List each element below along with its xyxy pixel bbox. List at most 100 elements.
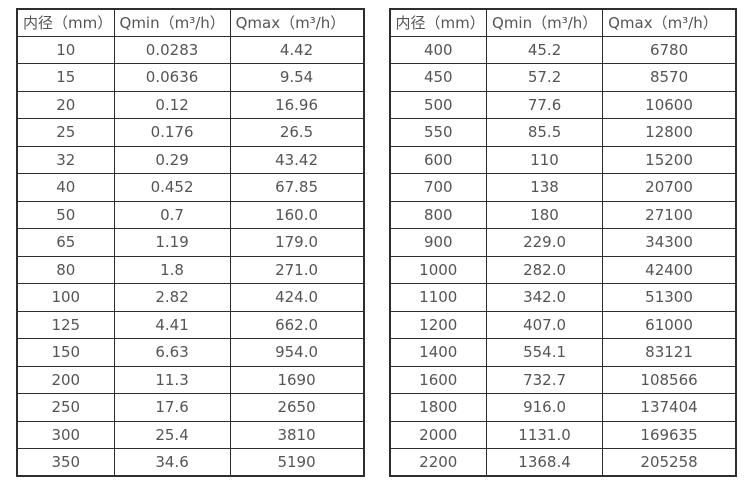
table-cell: 8570: [602, 63, 737, 92]
table-cell: 179.0: [229, 228, 365, 257]
table-cell: 1200: [388, 310, 488, 339]
table-row: 2000 1131.0 169635: [388, 420, 737, 449]
table-cell: 554.1: [486, 338, 604, 367]
table-row: 500 77.6 10600: [388, 90, 737, 119]
table-cell: 15: [16, 63, 115, 92]
table-cell: 800: [388, 200, 488, 229]
table-cell: 16.96: [229, 90, 365, 119]
table-row: 1800 916.0 137404: [388, 393, 737, 422]
table-cell: 80: [16, 255, 115, 284]
table-cell: 5190: [229, 448, 365, 477]
table-cell: 1800: [388, 393, 488, 422]
table-cell: 100: [16, 283, 115, 312]
table-cell: 229.0: [486, 228, 604, 257]
table-cell: 10: [16, 35, 115, 64]
table-cell: 67.85: [229, 173, 365, 202]
table-row: 1000 282.0 42400: [388, 255, 737, 284]
table-cell: 34300: [602, 228, 737, 257]
table-cell: 1600: [388, 365, 488, 394]
column-header: 内径（mm）: [388, 8, 488, 37]
table-cell: 662.0: [229, 310, 365, 339]
table-cell: 42400: [602, 255, 737, 284]
table-row: 80 1.8 271.0: [16, 255, 365, 284]
table-cell: 50: [16, 200, 115, 229]
table-row: 150 6.63 954.0: [16, 338, 365, 367]
table-row: 600 110 15200: [388, 145, 737, 174]
table-cell: 25: [16, 118, 115, 147]
table-cell: 20: [16, 90, 115, 119]
column-header: Qmin（m³/h）: [113, 8, 231, 37]
table-row: 40 0.452 67.85: [16, 173, 365, 202]
flow-spec-table-large-diameters: 内径（mm） Qmin（m³/h） Qmax（m³/h） 400 45.2 6780 450…: [388, 8, 737, 477]
table-cell: 342.0: [486, 283, 604, 312]
table-cell: 110: [486, 145, 604, 174]
table-cell: 2200: [388, 448, 488, 477]
column-header: Qmax（m³/h）: [602, 8, 737, 37]
table-cell: 1690: [229, 365, 365, 394]
table-cell: 205258: [602, 448, 737, 477]
table-cell: 45.2: [486, 35, 604, 64]
table-cell: 65: [16, 228, 115, 257]
table-cell: 1131.0: [486, 420, 604, 449]
table-cell: 26.5: [229, 118, 365, 147]
table-cell: 600: [388, 145, 488, 174]
table-row: 65 1.19 179.0: [16, 228, 365, 257]
table-cell: 2.82: [113, 283, 231, 312]
table-cell: 108566: [602, 365, 737, 394]
table-cell: 1.19: [113, 228, 231, 257]
header-row: 内径（mm） Qmin（m³/h） Qmax（m³/h）: [16, 8, 365, 37]
table-cell: 916.0: [486, 393, 604, 422]
header-row: 内径（mm） Qmin（m³/h） Qmax（m³/h）: [388, 8, 737, 37]
table-row: 900 229.0 34300: [388, 228, 737, 257]
table-cell: 271.0: [229, 255, 365, 284]
table-row: 1100 342.0 51300: [388, 283, 737, 312]
table-cell: 169635: [602, 420, 737, 449]
table-cell: 2000: [388, 420, 488, 449]
table-row: 550 85.5 12800: [388, 118, 737, 147]
table-cell: 424.0: [229, 283, 365, 312]
table-cell: 32: [16, 145, 115, 174]
table-cell: 150: [16, 338, 115, 367]
table-cell: 0.0636: [113, 63, 231, 92]
table-cell: 550: [388, 118, 488, 147]
table-cell: 6780: [602, 35, 737, 64]
table-cell: 400: [388, 35, 488, 64]
table-cell: 1.8: [113, 255, 231, 284]
table-cell: 57.2: [486, 63, 604, 92]
table-row: 20 0.12 16.96: [16, 90, 365, 119]
column-header: 内径（mm）: [16, 8, 115, 37]
table-cell: 450: [388, 63, 488, 92]
table-cell: 1368.4: [486, 448, 604, 477]
table-row: 1400 554.1 83121: [388, 338, 737, 367]
table-row: 100 2.82 424.0: [16, 283, 365, 312]
table-cell: 700: [388, 173, 488, 202]
table-row: 10 0.0283 4.42: [16, 35, 365, 64]
table-row: 350 34.6 5190: [16, 448, 365, 477]
table-row: 300 25.4 3810: [16, 420, 365, 449]
table-cell: 282.0: [486, 255, 604, 284]
table-cell: 160.0: [229, 200, 365, 229]
table-cell: 15200: [602, 145, 737, 174]
table-cell: 2650: [229, 393, 365, 422]
table-row: 700 138 20700: [388, 173, 737, 202]
column-header: Qmin（m³/h）: [486, 8, 604, 37]
table-row: 400 45.2 6780: [388, 35, 737, 64]
table-row: 1200 407.0 61000: [388, 310, 737, 339]
table-cell: 1000: [388, 255, 488, 284]
table-row: 50 0.7 160.0: [16, 200, 365, 229]
table-cell: 300: [16, 420, 115, 449]
table-cell: 137404: [602, 393, 737, 422]
table-cell: 4.41: [113, 310, 231, 339]
table-row: 450 57.2 8570: [388, 63, 737, 92]
table-cell: 0.7: [113, 200, 231, 229]
table-cell: 954.0: [229, 338, 365, 367]
table-row: 25 0.176 26.5: [16, 118, 365, 147]
table-cell: 11.3: [113, 365, 231, 394]
table-row: 250 17.6 2650: [16, 393, 365, 422]
table-cell: 77.6: [486, 90, 604, 119]
table-cell: 20700: [602, 173, 737, 202]
table-cell: 138: [486, 173, 604, 202]
table-cell: 0.176: [113, 118, 231, 147]
table-cell: 350: [16, 448, 115, 477]
table-cell: 732.7: [486, 365, 604, 394]
